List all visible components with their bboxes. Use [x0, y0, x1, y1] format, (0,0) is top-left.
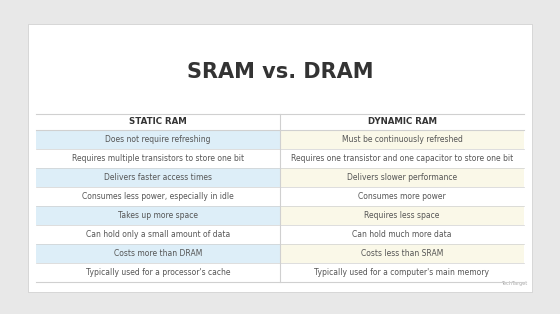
FancyBboxPatch shape — [280, 244, 524, 263]
Text: Can hold only a small amount of data: Can hold only a small amount of data — [86, 230, 230, 239]
Text: Requires less space: Requires less space — [365, 211, 440, 220]
Text: Requires one transistor and one capacitor to store one bit: Requires one transistor and one capacito… — [291, 154, 513, 163]
Text: Consumes more power: Consumes more power — [358, 192, 446, 201]
Text: Delivers faster access times: Delivers faster access times — [104, 173, 212, 182]
Text: SRAM vs. DRAM: SRAM vs. DRAM — [186, 62, 374, 82]
Text: Requires multiple transistors to store one bit: Requires multiple transistors to store o… — [72, 154, 244, 163]
FancyBboxPatch shape — [36, 130, 280, 149]
Text: STATIC RAM: STATIC RAM — [129, 117, 187, 126]
FancyBboxPatch shape — [280, 168, 524, 187]
Text: Must be continuously refreshed: Must be continuously refreshed — [342, 135, 463, 144]
FancyBboxPatch shape — [36, 206, 280, 225]
FancyBboxPatch shape — [36, 187, 280, 206]
Text: TechTarget: TechTarget — [501, 281, 527, 286]
FancyBboxPatch shape — [280, 187, 524, 206]
FancyBboxPatch shape — [280, 263, 524, 282]
FancyBboxPatch shape — [36, 168, 280, 187]
Text: Typically used for a processor's cache: Typically used for a processor's cache — [86, 268, 230, 277]
FancyBboxPatch shape — [280, 130, 524, 149]
Text: Delivers slower performance: Delivers slower performance — [347, 173, 457, 182]
FancyBboxPatch shape — [280, 225, 524, 244]
FancyBboxPatch shape — [28, 24, 532, 292]
Text: Costs more than DRAM: Costs more than DRAM — [114, 249, 202, 258]
FancyBboxPatch shape — [36, 149, 280, 168]
Text: Consumes less power, especially in idle: Consumes less power, especially in idle — [82, 192, 234, 201]
Text: Does not require refreshing: Does not require refreshing — [105, 135, 211, 144]
Text: Takes up more space: Takes up more space — [118, 211, 198, 220]
Text: Costs less than SRAM: Costs less than SRAM — [361, 249, 443, 258]
Text: DYNAMIC RAM: DYNAMIC RAM — [367, 117, 436, 126]
Text: Can hold much more data: Can hold much more data — [352, 230, 452, 239]
FancyBboxPatch shape — [280, 206, 524, 225]
Text: Typically used for a computer's main memory: Typically used for a computer's main mem… — [315, 268, 489, 277]
FancyBboxPatch shape — [36, 225, 280, 244]
FancyBboxPatch shape — [280, 149, 524, 168]
FancyBboxPatch shape — [36, 263, 280, 282]
FancyBboxPatch shape — [36, 244, 280, 263]
